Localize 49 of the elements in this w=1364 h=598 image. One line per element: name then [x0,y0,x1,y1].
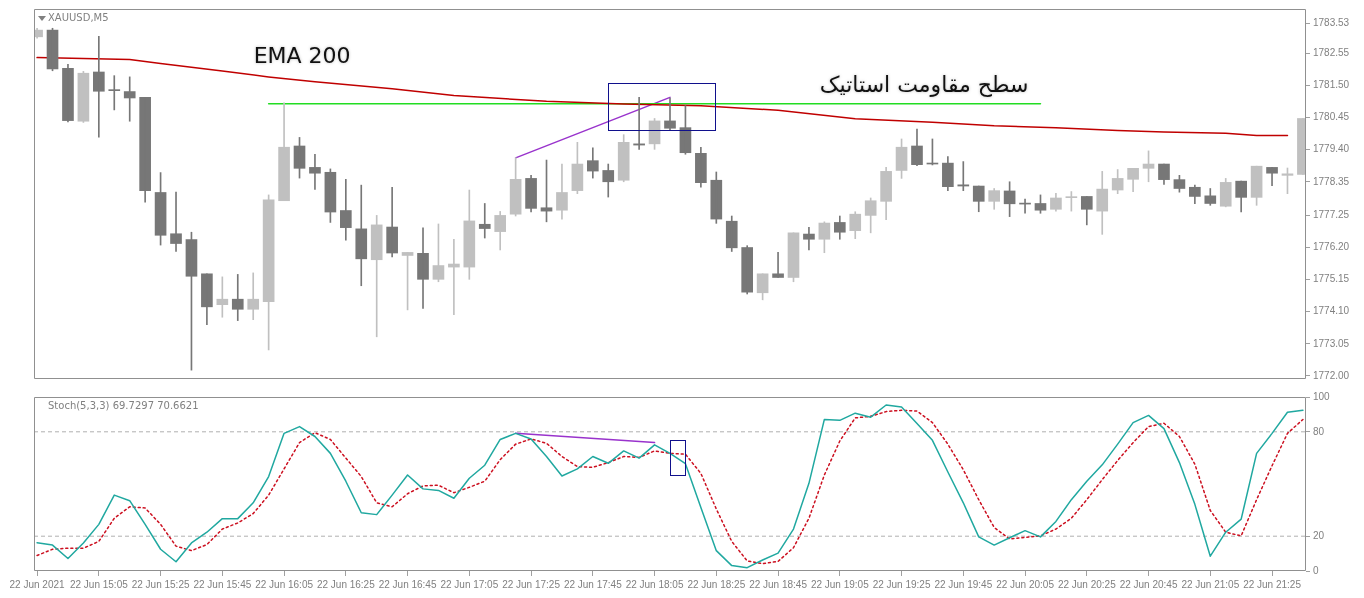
y-tick-label: 1783.53 [1313,17,1350,29]
y-tick-label: 0 [1313,564,1319,576]
y-tick-label: 1779.40 [1313,143,1350,155]
y-tick-label: 1776.20 [1313,241,1350,253]
x-tick-label: 22 Jun 18:45 [749,578,808,590]
y-tick-label: 1773.05 [1313,337,1350,349]
x-tick-label: 22 Jun 20:05 [996,578,1055,590]
y-tick-label: 1781.50 [1313,79,1350,91]
x-tick-label: 22 Jun 20:45 [1119,578,1178,590]
y-tick-label: 1780.45 [1313,111,1350,123]
x-tick-label: 22 Jun 15:45 [193,578,252,590]
x-tick-label: 22 Jun 21:25 [1243,578,1302,590]
x-tick-label: 22 Jun 16:25 [316,578,376,590]
candlestick [957,161,970,191]
x-tick-label: 22 Jun 2021 [9,578,66,590]
y-tick-label: 1772.00 [1313,369,1350,381]
x-tick-label: 22 Jun 19:25 [872,578,931,590]
y-tick-label: 1778.35 [1313,175,1350,187]
x-tick-label: 22 Jun 17:25 [502,578,561,590]
series-label: EMA 200 [253,42,351,68]
chart-title: Stoch(5,3,3) 69.7297 70.6621 [48,399,199,411]
x-tick-label: 22 Jun 20:25 [1057,578,1117,590]
y-tick-label: 20 [1313,529,1325,541]
x-tick-label: 22 Jun 18:25 [687,578,746,590]
x-tick-label: 22 Jun 19:05 [810,578,870,590]
candlestick [1266,167,1278,187]
y-tick-label: 1777.25 [1313,209,1350,221]
x-tick-label: 22 Jun 17:05 [440,578,499,590]
x-tick-label: 22 Jun 16:05 [255,578,314,590]
x-tick-label: 22 Jun 15:25 [131,578,190,590]
candlestick [833,215,846,240]
x-tick-label: 22 Jun 16:45 [378,578,437,590]
y-tick-label: 100 [1313,390,1331,402]
y-tick-label: 1775.15 [1313,273,1350,285]
x-tick-label: 22 Jun 21:05 [1181,578,1240,590]
chart-title: XAUUSD,M5 [48,11,109,23]
candlestick [108,75,121,111]
candlestick [772,252,784,278]
y-tick-label: 80 [1313,425,1325,437]
x-tick-label: 22 Jun 18:05 [625,578,684,590]
x-tick-label: 22 Jun 17:45 [563,578,623,590]
x-tick-label: 22 Jun 19:45 [934,578,993,590]
y-tick-label: 1774.10 [1313,305,1350,317]
series-label: سطح مقاومت استاتیک [819,71,1029,97]
candlestick [309,153,321,190]
candlestick [988,188,1001,210]
x-tick-label: 22 Jun 15:05 [69,578,129,590]
candlestick [170,191,182,252]
y-tick-label: 1782.55 [1313,47,1350,59]
